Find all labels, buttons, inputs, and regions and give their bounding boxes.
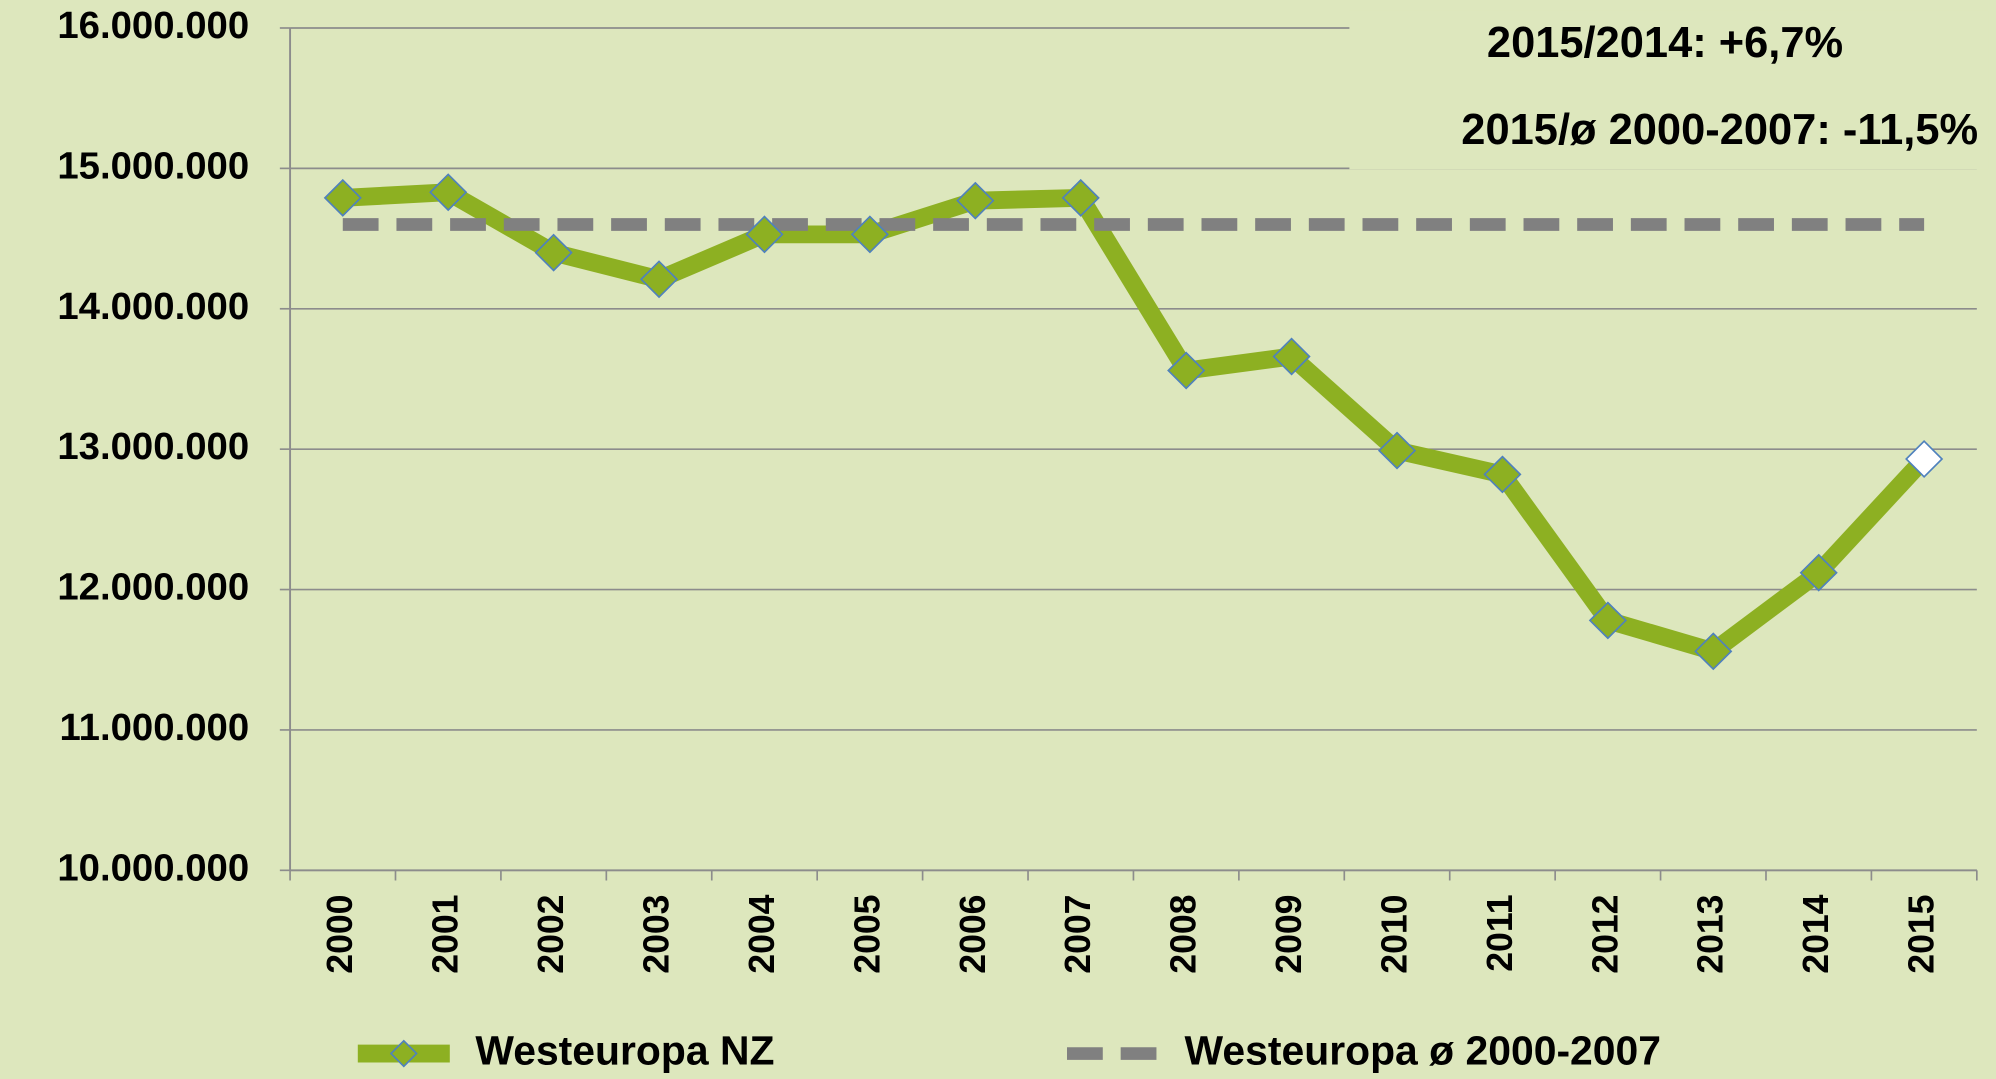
marker [323, 178, 362, 217]
x-tick-label: 2014 [1796, 894, 1836, 973]
marker [1483, 455, 1522, 494]
marker [850, 215, 889, 254]
annotation: 2015/2014: +6,7% [1487, 19, 1843, 67]
marker [1377, 431, 1417, 470]
x-tick-label: 2010 [1374, 895, 1414, 974]
x-tick-label: 2011 [1480, 895, 1520, 972]
x-tick-label: 2007 [1058, 895, 1098, 974]
legend-marker [389, 1039, 418, 1068]
marker [1694, 632, 1733, 671]
y-tick-label: 10.000.000 [57, 846, 249, 889]
x-tick-label: 2013 [1691, 895, 1731, 974]
marker [956, 181, 995, 220]
x-tick-label: 2002 [531, 895, 571, 974]
x-tick-label: 2012 [1585, 895, 1625, 974]
y-tick-label: 12.000.000 [57, 566, 249, 609]
marker [745, 215, 784, 254]
marker [1061, 178, 1100, 217]
y-tick-label: 14.000.000 [57, 285, 249, 328]
y-tick-label: 13.000.000 [57, 425, 249, 468]
marker [1799, 553, 1838, 592]
y-tick-label: 15.000.000 [57, 145, 249, 188]
marker [534, 233, 573, 272]
marker [1905, 440, 1944, 478]
marker [1588, 601, 1627, 640]
legend-label: Westeuropa ø 2000-2007 [1185, 1027, 1661, 1073]
y-tick-label: 16.000.000 [57, 4, 249, 47]
marker [639, 260, 679, 299]
marker [1167, 351, 1206, 390]
x-tick-label: 2003 [636, 895, 676, 974]
x-tick-label: 2009 [1269, 895, 1309, 974]
x-tick-label: 2005 [847, 895, 887, 974]
x-tick-label: 2000 [320, 895, 360, 974]
annotation-background [1349, 10, 1989, 170]
x-tick-label: 2006 [953, 895, 993, 974]
x-tick-label: 2015 [1902, 895, 1942, 974]
marker [1272, 337, 1311, 376]
y-tick-label: 11.000.000 [59, 706, 249, 749]
x-tick-label: 2008 [1164, 895, 1204, 974]
annotation: 2015/ø 2000-2007: -11,5% [1461, 106, 1978, 154]
marker [429, 173, 468, 212]
legend-label: Westeuropa NZ [475, 1027, 774, 1073]
x-tick-label: 2001 [426, 895, 466, 974]
x-tick-label: 2004 [742, 894, 782, 973]
series-line [342, 183, 1931, 661]
